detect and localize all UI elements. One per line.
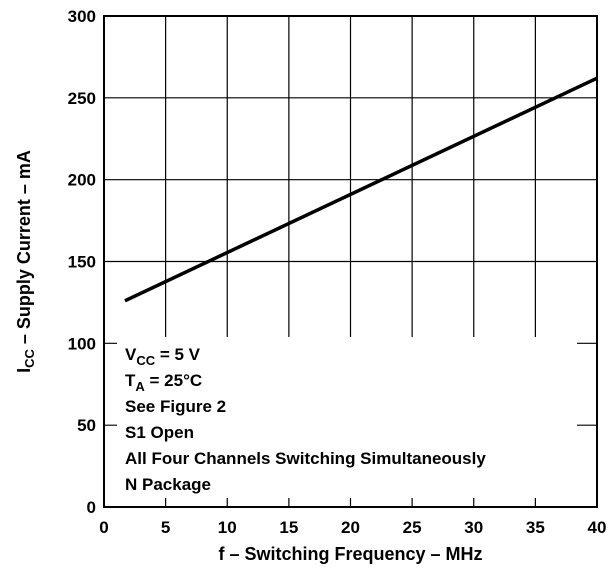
- x-tick-label: 30: [464, 518, 483, 537]
- y-axis-label-main: I: [14, 368, 34, 373]
- x-tick-label: 15: [279, 518, 298, 537]
- condition-ta-rest: = 25°C: [145, 371, 202, 390]
- x-tick-label: 35: [526, 518, 545, 537]
- condition-vcc: VCC = 5 V: [125, 345, 201, 368]
- y-tick-labels: 0 50 100 150 200 250 300: [68, 7, 96, 517]
- x-axis-label: f – Switching Frequency – MHz: [218, 544, 482, 564]
- condition-channels: All Four Channels Switching Simultaneous…: [125, 449, 486, 468]
- plot-frame: [103, 15, 598, 508]
- conditions-box-bg: [117, 337, 577, 498]
- x-tick-label: 10: [218, 518, 237, 537]
- y-tick-label: 150: [68, 253, 96, 272]
- y-tick-label: 100: [68, 334, 96, 353]
- x-tick-label: 0: [99, 518, 108, 537]
- condition-ta-sub: A: [135, 379, 145, 394]
- condition-ta-main: T: [125, 371, 136, 390]
- condition-vcc-rest: = 5 V: [155, 345, 201, 364]
- condition-package: N Package: [125, 475, 211, 494]
- series-line: [124, 76, 598, 303]
- x-tick-label: 25: [403, 518, 422, 537]
- condition-vcc-sub: CC: [136, 353, 155, 368]
- y-axis-label-sub: CC: [22, 349, 37, 368]
- x-tick-labels: 0 5 10 15 20 25 30 35 40: [99, 518, 606, 537]
- series-layer: [124, 76, 598, 303]
- y-tick-label: 0: [87, 498, 96, 517]
- condition-vcc-main: V: [125, 345, 137, 364]
- y-tick-label: 50: [77, 416, 96, 435]
- test-conditions: VCC = 5 V TA = 25°C See Figure 2 S1 Open…: [125, 345, 486, 494]
- y-tick-label: 300: [68, 7, 96, 26]
- condition-ta: TA = 25°C: [125, 371, 202, 394]
- condition-s1: S1 Open: [125, 423, 194, 442]
- condition-figure: See Figure 2: [125, 397, 226, 416]
- y-axis-label: ICC – Supply Current – mA: [14, 150, 37, 373]
- x-tick-label: 20: [341, 518, 360, 537]
- y-tick-label: 200: [68, 171, 96, 190]
- y-tick-label: 250: [68, 89, 96, 108]
- x-tick-label: 40: [588, 518, 607, 537]
- x-tick-label: 5: [161, 518, 170, 537]
- y-axis-label-rest: – Supply Current – mA: [14, 150, 34, 349]
